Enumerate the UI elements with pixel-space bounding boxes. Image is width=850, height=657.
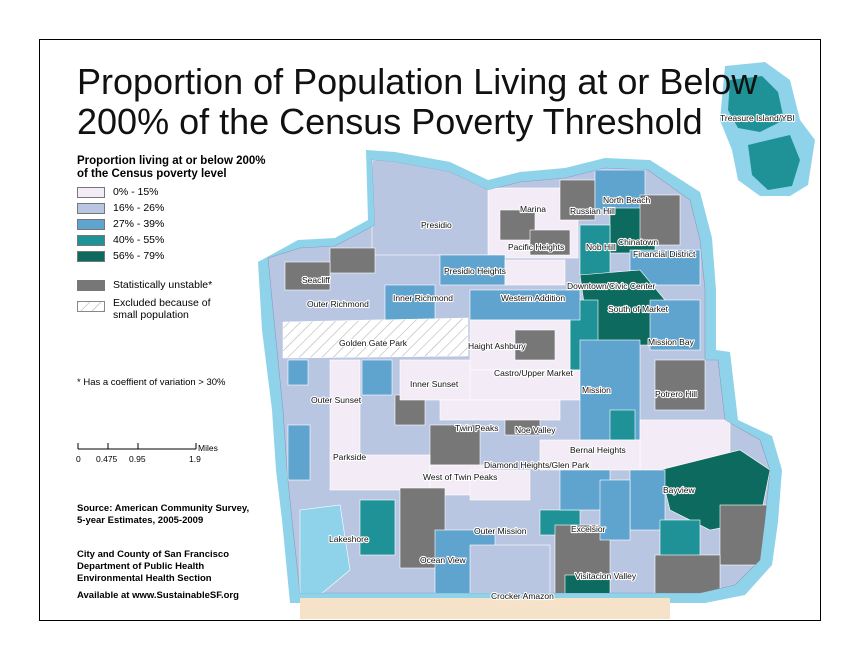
label-marina: Marina bbox=[520, 204, 546, 214]
title-line-2: 200% of the Census Poverty Threshold bbox=[77, 101, 703, 142]
treasure-island bbox=[728, 76, 784, 132]
legend-label-4: 56% - 79% bbox=[113, 250, 165, 262]
label-presidio: Presidio bbox=[421, 220, 452, 230]
legend-swatch-2 bbox=[77, 218, 105, 230]
source-line-2: 5-year Estimates, 2005-2009 bbox=[77, 515, 204, 526]
label-diamond-heights: Diamond Heights/Glen Park bbox=[484, 460, 590, 470]
agency-line-1: City and County of San Francisco bbox=[77, 549, 230, 560]
legend-swatch-1 bbox=[77, 202, 105, 214]
legend-label-unstable: Statistically unstable* bbox=[113, 279, 213, 291]
label-excelsior: Excelsior bbox=[571, 524, 606, 534]
label-haight-ashbury: Haight Ashbury bbox=[468, 341, 526, 351]
legend-swatch-unstable bbox=[77, 279, 105, 291]
legend-label-0: 0% - 15% bbox=[113, 186, 159, 198]
legend-title: Proportion living at or below 200% of th… bbox=[77, 155, 277, 181]
label-ocean-view: Ocean View bbox=[420, 555, 467, 565]
legend-title-line-1: Proportion living at or below 200% bbox=[77, 155, 266, 167]
label-outer-sunset: Outer Sunset bbox=[311, 395, 362, 405]
scale-tick-2: 0.95 bbox=[129, 454, 146, 464]
legend-label-3: 40% - 55% bbox=[113, 234, 165, 246]
availability-note: Available at www.SustainableSF.org bbox=[77, 590, 239, 601]
source-line-1: Source: American Community Survey, bbox=[77, 503, 250, 514]
label-golden-gate-park: Golden Gate Park bbox=[339, 338, 408, 348]
label-west-twin-peaks: West of Twin Peaks bbox=[423, 472, 497, 482]
legend-label-1: 16% - 26% bbox=[113, 202, 165, 214]
legend-item-1: 16% - 26% bbox=[77, 202, 164, 214]
label-outer-mission: Outer Mission bbox=[474, 526, 527, 536]
label-crocker-amazon: Crocker Amazon bbox=[491, 591, 554, 601]
label-outer-richmond: Outer Richmond bbox=[307, 299, 369, 309]
legend-item-4: 56% - 79% bbox=[77, 250, 164, 262]
legend-label-excluded-line-1: Excluded because of bbox=[113, 297, 211, 309]
cv-note: * Has a coeffient of variation > 30% bbox=[77, 377, 226, 388]
legend-item-2: 27% - 39% bbox=[77, 218, 164, 230]
label-chinatown: Chinatown bbox=[618, 237, 658, 247]
legend-swatch-4 bbox=[77, 250, 105, 262]
agency-credit: City and County of San Francisco Departm… bbox=[77, 549, 277, 585]
legend-item-3: 40% - 55% bbox=[77, 234, 164, 246]
south-county bbox=[300, 598, 670, 619]
label-potrero-hill: Potrero Hill bbox=[655, 389, 697, 399]
legend-item-excluded: Excluded because of small population bbox=[77, 297, 210, 321]
legend-swatch-3 bbox=[77, 234, 105, 246]
map-title: Proportion of Population Living at or Be… bbox=[77, 62, 757, 142]
agency-line-2: Department of Public Health bbox=[77, 561, 205, 572]
legend-label-excluded-line-2: small population bbox=[113, 309, 189, 321]
label-visitacion-valley: Visitacion Valley bbox=[575, 571, 637, 581]
label-russian-hill: Russian Hill bbox=[570, 206, 615, 216]
scale-tick-3: 1.9 bbox=[189, 454, 201, 464]
scale-unit: Miles bbox=[198, 443, 218, 453]
scale-tick-0: 0 bbox=[76, 454, 81, 464]
label-north-beach: North Beach bbox=[603, 195, 651, 205]
scale-bar: Miles 0 0.475 0.95 1.9 bbox=[76, 443, 218, 464]
label-noe-valley: Noe Valley bbox=[515, 425, 556, 435]
agency-line-3: Environmental Health Section bbox=[77, 573, 212, 584]
legend-item-0: 0% - 15% bbox=[77, 186, 159, 198]
label-presidio-heights: Presidio Heights bbox=[444, 266, 506, 276]
label-financial-district: Financial District bbox=[633, 249, 696, 259]
tracts bbox=[282, 160, 770, 593]
neighborhood-labels: Treasure Island/YBI North Beach Marina R… bbox=[301, 112, 796, 602]
label-south-of-market: South of Market bbox=[608, 304, 669, 314]
label-treasure-island: Treasure Island/YBI bbox=[720, 113, 795, 123]
label-downtown: Downtown/Civic Center bbox=[567, 281, 656, 291]
legend-swatch-0 bbox=[77, 186, 105, 198]
label-bayview: Bayview bbox=[663, 485, 696, 495]
label-mission-bay: Mission Bay bbox=[648, 337, 695, 347]
label-parkside: Parkside bbox=[333, 452, 366, 462]
label-castro: Castro/Upper Market bbox=[494, 368, 574, 378]
scale-tick-1: 0.475 bbox=[96, 454, 118, 464]
label-mission: Mission bbox=[582, 385, 611, 395]
title-line-1: Proportion of Population Living at or Be… bbox=[77, 61, 758, 102]
label-bernal-heights: Bernal Heights bbox=[570, 445, 626, 455]
label-twin-peaks: Twin Peaks bbox=[455, 423, 498, 433]
legend-swatch-excluded bbox=[77, 301, 105, 312]
label-seacliff: Seacliff bbox=[302, 275, 330, 285]
label-nob-hill: Nob Hill bbox=[586, 242, 616, 252]
label-western-addition: Western Addition bbox=[501, 293, 565, 303]
legend-title-line-2: of the Census poverty level bbox=[77, 168, 227, 180]
label-inner-sunset: Inner Sunset bbox=[410, 379, 459, 389]
label-pacific-heights: Pacific Heights bbox=[508, 242, 564, 252]
legend-label-excluded: Excluded because of small population bbox=[113, 297, 210, 321]
yerba-buena-island bbox=[748, 135, 800, 190]
label-lakeshore: Lakeshore bbox=[329, 534, 369, 544]
legend-item-unstable: Statistically unstable* bbox=[77, 279, 212, 291]
source-note: Source: American Community Survey, 5-yea… bbox=[77, 503, 267, 527]
legend-label-2: 27% - 39% bbox=[113, 218, 165, 230]
label-inner-richmond: Inner Richmond bbox=[393, 293, 453, 303]
